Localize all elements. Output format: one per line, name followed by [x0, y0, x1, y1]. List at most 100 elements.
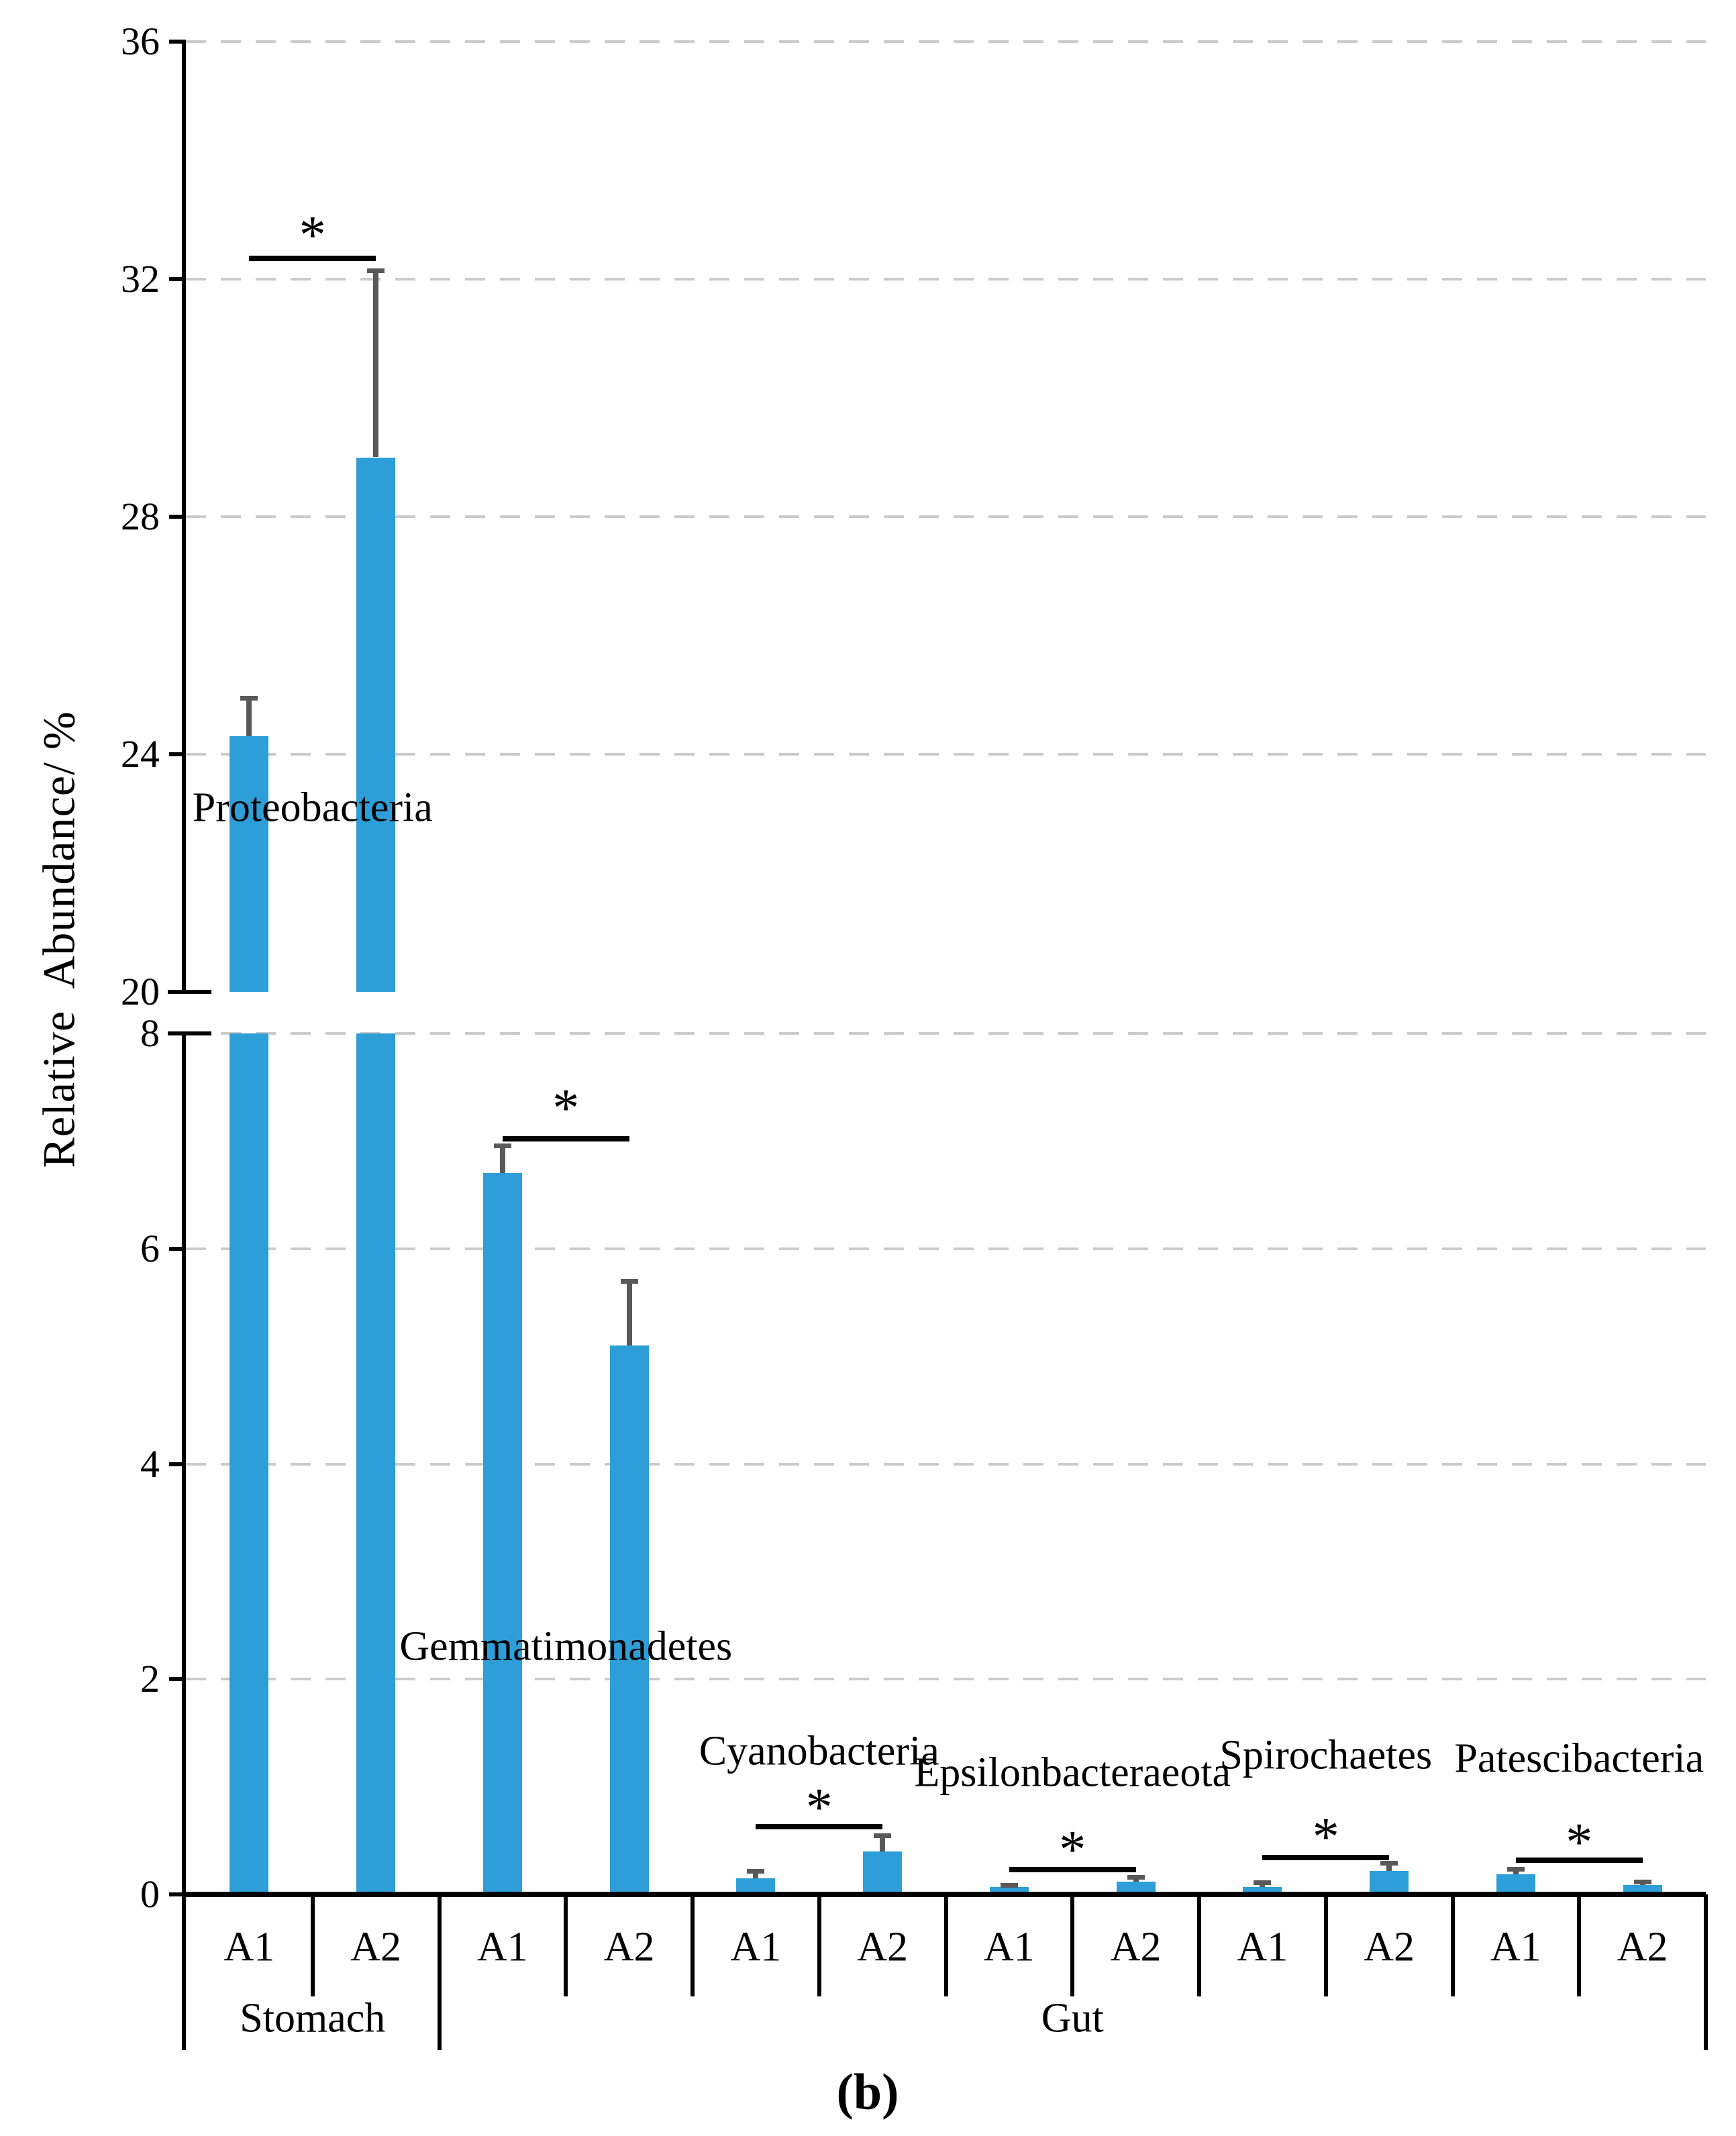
phylum-label-patescibacteria: Patescibacteria: [1454, 1735, 1704, 1782]
significance-star-gemmatimonadetes: *: [552, 1078, 580, 1138]
x-separator-11: [1577, 1894, 1582, 1996]
y-tick-label-bottom-2: 2: [140, 1657, 160, 1701]
sample-label-gemmatimonadetes-a2: A2: [603, 1924, 655, 1970]
bar-spirochaetes-a2: [1370, 1870, 1409, 1894]
y-tick-label-bottom-6: 6: [140, 1226, 160, 1270]
error-bar-cap-spirochaetes-a1: [1254, 1880, 1272, 1886]
error-bar-cap-patescibacteria-a2: [1633, 1879, 1651, 1884]
error-bar-stem-gemmatimonadetes-a2: [626, 1280, 632, 1346]
sample-label-spirochaetes-a2: A2: [1364, 1924, 1415, 1970]
y-tick-bottom-6: [169, 1246, 186, 1251]
significance-star-epsilonbacteraeota: *: [1059, 1820, 1086, 1880]
gridline-bottom-6: [186, 1247, 1706, 1250]
group-line-stomach-gut: [437, 1894, 442, 2050]
y-tick-top-36: [169, 40, 186, 44]
x-separator-5: [817, 1894, 821, 1996]
y-tick-label-top-32: 32: [121, 257, 160, 301]
phylum-label-epsilonbacteraeota: Epsilonbacteraeota: [914, 1749, 1231, 1796]
error-bar-stem-gemmatimonadetes-a1: [499, 1145, 505, 1174]
y-tick-label-bottom-8: 8: [140, 1011, 160, 1055]
sample-label-cyanobacteria-a1: A1: [730, 1924, 782, 1970]
x-separator-6: [943, 1894, 948, 1996]
gridline-top-32: [186, 278, 1706, 281]
group-label-gut: Gut: [1041, 1995, 1104, 2041]
y-tick-label-top-20: 20: [121, 970, 160, 1013]
x-separator-4: [691, 1894, 695, 1996]
group-line-left: [182, 1894, 186, 2050]
sample-label-epsilonbacteraeota-a2: A2: [1110, 1924, 1162, 1970]
y-tick-bottom-2: [169, 1677, 186, 1682]
significance-star-proteobacteria: *: [299, 205, 326, 265]
sample-label-proteobacteria-a1: A1: [223, 1924, 275, 1970]
phylum-label-cyanobacteria: Cyanobacteria: [699, 1728, 939, 1774]
significance-star-cyanobacteria: *: [805, 1778, 833, 1837]
gridline-top-36: [186, 40, 1706, 43]
y-tick-top-32: [169, 277, 186, 281]
y-tick-bottom-4: [169, 1462, 186, 1466]
sample-label-patescibacteria-a2: A2: [1617, 1924, 1668, 1970]
error-bar-stem-cyanobacteria-a1: [753, 1870, 759, 1878]
significance-bracket-patescibacteria: [1515, 1857, 1643, 1863]
error-bar-cap-proteobacteria-a1: [240, 695, 258, 701]
error-bar-cap-patescibacteria-a1: [1507, 1866, 1525, 1872]
x-separator-1: [310, 1894, 315, 1996]
bar-gemmatimonadetes-a2: [609, 1345, 649, 1894]
bar-spirochaetes-a1: [1243, 1886, 1282, 1894]
y-tick-label-bottom-4: 4: [140, 1441, 160, 1486]
sample-label-patescibacteria-a1: A1: [1490, 1924, 1541, 1970]
error-bar-stem-patescibacteria-a1: [1513, 1868, 1519, 1874]
error-bar-stem-proteobacteria-a2: [373, 270, 379, 458]
significance-star-spirochaetes: *: [1312, 1807, 1339, 1867]
sample-label-gemmatimonadetes-a1: A1: [476, 1924, 528, 1970]
error-bar-cap-spirochaetes-a2: [1380, 1861, 1398, 1866]
bar-proteobacteria-a1: [229, 1033, 269, 1894]
bar-upper-proteobacteria-a2: [356, 457, 396, 992]
gridline-top-28: [186, 515, 1706, 518]
bar-patescibacteria-a1: [1496, 1874, 1535, 1894]
y-tick-bottom-0: [169, 1892, 186, 1896]
gridline-bottom-4: [186, 1462, 1706, 1466]
bar-epsilonbacteraeota-a2: [1116, 1881, 1156, 1894]
y-tick-label-top-28: 28: [121, 495, 160, 538]
figure-caption: (b): [836, 2064, 899, 2121]
x-separator-9: [1323, 1894, 1328, 1996]
error-bar-stem-cyanobacteria-a2: [880, 1835, 886, 1851]
y-tick-bottom-8: [168, 1031, 211, 1035]
error-bar-cap-cyanobacteria-a2: [874, 1833, 892, 1838]
x-separator-8: [1197, 1894, 1201, 1996]
y-tick-top-28: [169, 515, 186, 519]
y-axis-title: Relative Abundance/ %: [33, 711, 85, 1168]
significance-star-patescibacteria: *: [1566, 1813, 1593, 1872]
sample-label-proteobacteria-a2: A2: [350, 1924, 402, 1970]
phylum-label-gemmatimonadetes: Gemmatimonadetes: [399, 1623, 733, 1670]
error-bar-cap-epsilonbacteraeota-a1: [1000, 1882, 1018, 1888]
error-bar-stem-proteobacteria-a1: [246, 697, 252, 737]
phylum-label-spirochaetes: Spirochaetes: [1219, 1732, 1433, 1778]
bar-cyanobacteria-a1: [736, 1878, 776, 1894]
significance-bracket-gemmatimonadetes: [502, 1136, 629, 1142]
y-tick-label-top-24: 24: [121, 732, 160, 776]
x-separator-7: [1070, 1894, 1075, 1996]
y-tick-label-top-36: 36: [121, 19, 160, 63]
gridline-bottom-2: [186, 1678, 1706, 1681]
error-bar-cap-gemmatimonadetes-a2: [620, 1278, 638, 1284]
gridline-bottom-8: [186, 1032, 1706, 1035]
x-separator-10: [1450, 1894, 1455, 1996]
error-bar-cap-proteobacteria-a2: [367, 268, 385, 273]
error-bar-cap-epsilonbacteraeota-a2: [1127, 1875, 1145, 1880]
bar-cyanobacteria-a2: [863, 1851, 903, 1894]
bar-upper-proteobacteria-a1: [229, 736, 269, 992]
sample-label-epsilonbacteraeota-a1: A1: [983, 1924, 1035, 1970]
y-tick-top-20: [168, 990, 211, 994]
phylum-label-proteobacteria: Proteobacteria: [192, 784, 433, 831]
x-separator-3: [564, 1894, 568, 1996]
y-tick-top-24: [169, 752, 186, 756]
group-line-right: [1704, 1894, 1708, 2050]
significance-bracket-cyanobacteria: [756, 1823, 883, 1829]
gridline-top-24: [186, 753, 1706, 756]
bar-epsilonbacteraeota-a1: [989, 1886, 1029, 1894]
error-bar-stem-spirochaetes-a2: [1386, 1863, 1392, 1871]
y-tick-label-bottom-0: 0: [140, 1872, 160, 1916]
sample-label-spirochaetes-a1: A1: [1237, 1924, 1288, 1970]
